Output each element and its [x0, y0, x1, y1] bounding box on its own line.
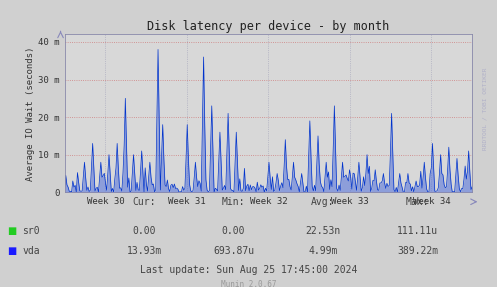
Text: 0.00: 0.00: [132, 226, 156, 236]
Text: ■: ■: [7, 246, 17, 256]
Text: Last update: Sun Aug 25 17:45:00 2024: Last update: Sun Aug 25 17:45:00 2024: [140, 265, 357, 275]
Title: Disk latency per device - by month: Disk latency per device - by month: [147, 20, 390, 33]
Text: 111.11u: 111.11u: [397, 226, 438, 236]
Text: 22.53n: 22.53n: [306, 226, 340, 236]
Text: 0.00: 0.00: [222, 226, 246, 236]
Text: 4.99m: 4.99m: [308, 246, 338, 256]
Text: 693.87u: 693.87u: [213, 246, 254, 256]
Text: Max:: Max:: [406, 197, 429, 207]
Text: RRDTOOL / TOBI OETIKER: RRDTOOL / TOBI OETIKER: [482, 68, 487, 150]
Text: 389.22m: 389.22m: [397, 246, 438, 256]
Text: ■: ■: [7, 226, 17, 236]
Text: Min:: Min:: [222, 197, 246, 207]
Text: 13.93m: 13.93m: [127, 246, 162, 256]
Text: Munin 2.0.67: Munin 2.0.67: [221, 280, 276, 287]
Text: Avg:: Avg:: [311, 197, 335, 207]
Text: Cur:: Cur:: [132, 197, 156, 207]
Text: vda: vda: [22, 246, 40, 256]
Text: sr0: sr0: [22, 226, 40, 236]
Y-axis label: Average IO Wait (seconds): Average IO Wait (seconds): [26, 46, 35, 181]
